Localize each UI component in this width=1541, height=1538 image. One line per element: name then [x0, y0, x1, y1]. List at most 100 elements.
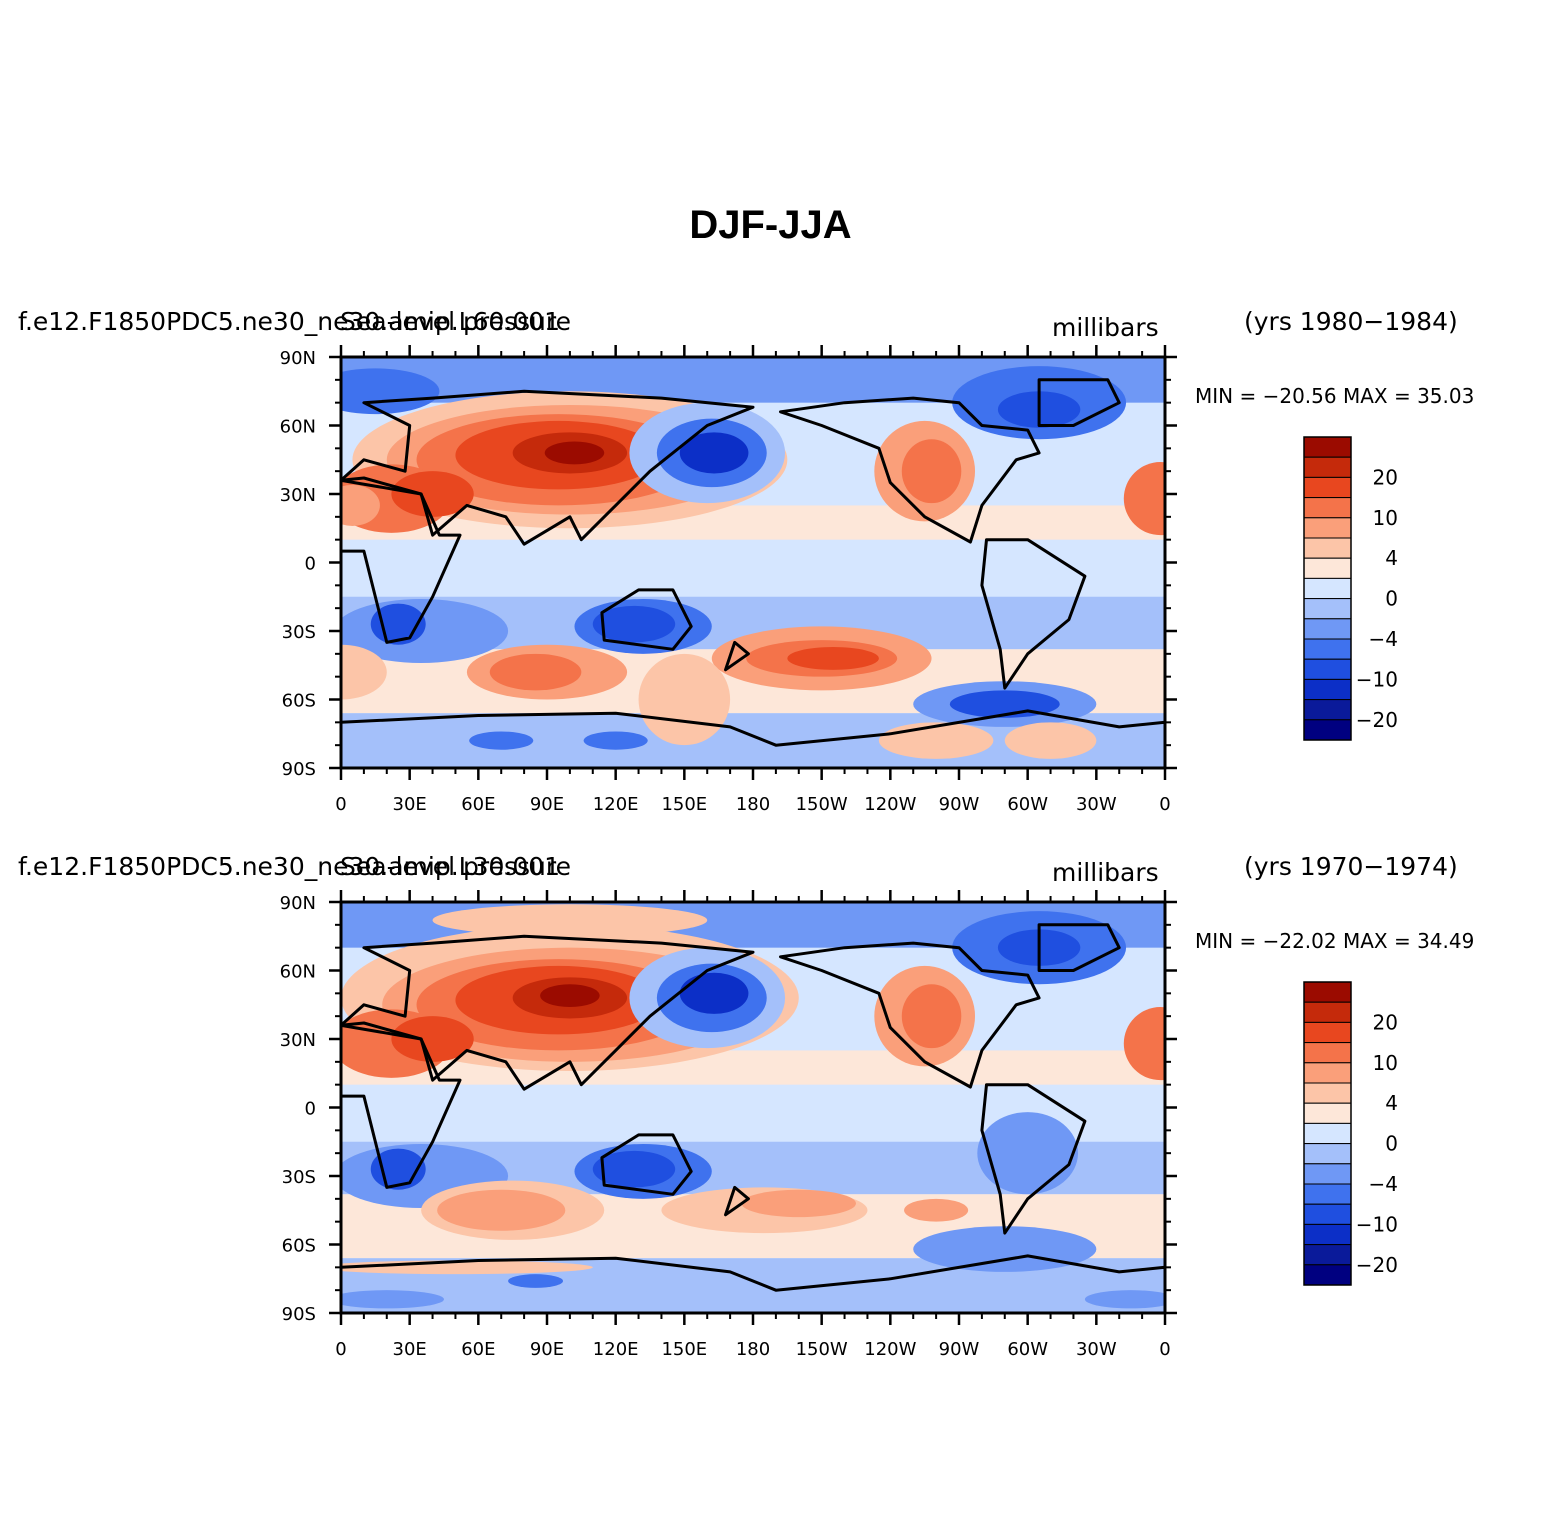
lon-label: 0 [1159, 794, 1170, 815]
contour-region [638, 653, 731, 746]
colorbar-swatch [1303, 618, 1352, 640]
lon-label: 150E [661, 1339, 707, 1360]
eurasia-coastline [341, 934, 755, 1091]
contour-region [901, 439, 962, 504]
lat-label: 30N [280, 1030, 316, 1051]
contour-region [901, 984, 962, 1049]
colorbar-swatch [1303, 1042, 1352, 1064]
lon-label: 180 [736, 794, 770, 815]
colorbar-swatch [1303, 981, 1352, 1003]
new-zealand-coastline [724, 1185, 750, 1217]
panel-1-years: (yrs 1980−1984) [1244, 307, 1458, 336]
north-america-coastline [779, 396, 1041, 544]
figure-title: DJF-JJA [689, 203, 852, 247]
panel-2-left-title: f.e12.F1850PDC5.ne30_ne30.amip.L30.001 [18, 852, 561, 881]
lon-label: 90E [530, 1339, 564, 1360]
contour-region [544, 441, 605, 465]
lat-label: 60S [282, 691, 316, 712]
greenland-coastline [1037, 923, 1121, 972]
lat-label: 0 [305, 1099, 316, 1120]
contour-region [787, 646, 879, 670]
map-panel-2: 90N 60N 30N 0 30S 60S 90S 0 30E 60E 90E 120E 150E 180… [280, 890, 1177, 1360]
contour-region [341, 1290, 444, 1309]
colorbar-swatch [1303, 1264, 1352, 1286]
colorbar-label: 10 [1373, 1051, 1398, 1075]
colorbar-frame [1303, 436, 1352, 741]
colorbar-swatch [1303, 456, 1352, 478]
contour-region [489, 653, 582, 691]
colorbar-label: 0 [1385, 1132, 1398, 1156]
lon-label: 90W [939, 794, 980, 815]
panel-1-variable-name: Sea-level pressure [340, 307, 571, 336]
eurasia-coastline [341, 389, 755, 546]
lon-label: 90W [939, 1339, 980, 1360]
lon-label: 120W [864, 794, 916, 815]
colorbar-swatch [1303, 1223, 1352, 1246]
colorbar-1: 20 10 4 0 −4 −10 −20 [1303, 436, 1398, 741]
colorbar-label: 4 [1385, 1091, 1398, 1115]
lat-label: 60S [282, 1236, 316, 1257]
antarctica-coastline [341, 709, 1165, 768]
lon-label: 60W [1007, 794, 1048, 815]
colorbar-label: 10 [1373, 506, 1398, 530]
lon-label: 120W [864, 1339, 916, 1360]
contour-region [1004, 722, 1097, 759]
contour-region [437, 1189, 566, 1231]
colorbar-swatch [1303, 1203, 1352, 1225]
colorbar-label: −10 [1356, 667, 1398, 691]
lat-label: 90N [280, 348, 316, 369]
contour-region [592, 605, 676, 643]
lon-label: 150W [796, 1339, 848, 1360]
colorbar-label: −20 [1356, 708, 1398, 732]
coastlines [341, 378, 1165, 768]
africa-coastline [341, 1021, 462, 1189]
lat-label: 30N [280, 485, 316, 506]
lat-label: 30S [282, 622, 316, 643]
colorbar-label: 20 [1373, 465, 1398, 489]
panel-2-units: millibars [1052, 858, 1159, 887]
colorbar-swatch [1303, 436, 1352, 458]
contour-region [1123, 1007, 1165, 1081]
north-america-coastline [779, 941, 1041, 1089]
contour-region [508, 1274, 564, 1288]
contour-region [391, 1016, 474, 1062]
contour-region [904, 1198, 969, 1222]
colorbar-swatch [1303, 476, 1352, 499]
colorbar-swatch [1303, 497, 1352, 519]
colorbar-label: −4 [1369, 1172, 1398, 1196]
lon-label: 150E [661, 794, 707, 815]
contour-region [1084, 1290, 1165, 1309]
south-america-coastline [980, 538, 1087, 690]
antarctica-coastline [341, 1254, 1165, 1313]
panel-1-units: millibars [1052, 313, 1159, 342]
colorbar-frame [1303, 981, 1352, 1286]
contour-region [1073, 726, 1165, 764]
australia-coastline [600, 1133, 693, 1196]
contour-region [977, 1112, 1079, 1195]
colorbar-swatch [1303, 1122, 1352, 1145]
lon-label: 120E [593, 794, 639, 815]
colorbar-swatch [1303, 1021, 1352, 1044]
lon-label: 0 [1159, 1339, 1170, 1360]
lon-label: 0 [335, 794, 346, 815]
contour-region [1123, 462, 1165, 536]
colorbar-swatch [1303, 1082, 1352, 1104]
colorbar-swatch [1303, 638, 1352, 660]
contour-region [391, 471, 474, 517]
lon-label: 0 [335, 1339, 346, 1360]
contour-region [878, 722, 994, 759]
lat-label: 60N [280, 962, 316, 983]
contour-region [679, 972, 749, 1014]
lon-label: 30W [1076, 1339, 1117, 1360]
colorbar-swatch [1303, 1062, 1352, 1084]
panel-1-left-title: f.e12.F1850PDC5.ne30_ne30.amip.L60.001 [18, 307, 561, 336]
lat-label: 0 [305, 554, 316, 575]
panel-2-years: (yrs 1970−1974) [1244, 852, 1458, 881]
colorbar-swatch [1303, 719, 1352, 741]
lon-label: 30W [1076, 794, 1117, 815]
colorbar-swatch [1303, 557, 1352, 579]
lon-label: 60E [461, 794, 495, 815]
contour-region [466, 1283, 650, 1307]
